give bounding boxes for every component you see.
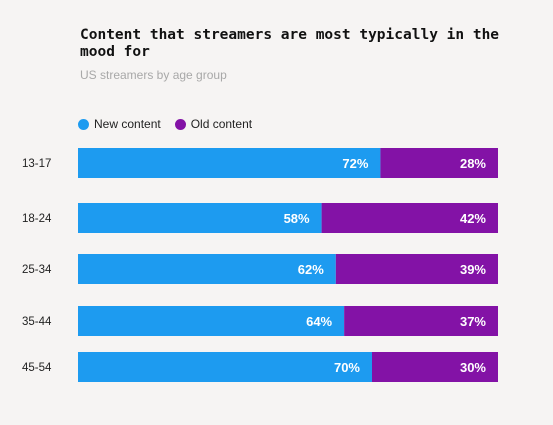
legend-item-new-content: New content <box>78 117 161 131</box>
bar-new-content-13-17 <box>78 148 381 178</box>
data-label-new-content-13-17: 72% <box>342 156 368 171</box>
data-label-new-content-25-34: 62% <box>298 262 324 277</box>
chart-title: Content that streamers are most typicall… <box>80 27 500 60</box>
data-label-old-content-25-34: 39% <box>460 262 486 277</box>
bar-old-content-45-54 <box>372 352 498 382</box>
bar-old-content-25-34 <box>335 254 498 284</box>
data-label-old-content-18-24: 42% <box>460 211 486 226</box>
category-label-45-54: 45-54 <box>22 362 52 374</box>
chart-subtitle: US streamers by age group <box>80 68 227 82</box>
bar-new-content-18-24 <box>78 203 322 233</box>
data-label-new-content-18-24: 58% <box>284 211 310 226</box>
bar-new-content-25-34 <box>78 254 336 284</box>
bar-old-content-18-24 <box>321 203 498 233</box>
data-label-new-content-45-54: 70% <box>334 360 360 375</box>
data-label-old-content-45-54: 30% <box>460 360 486 375</box>
legend-swatch-new-content <box>78 118 89 130</box>
legend-label-old-content: Old content <box>190 117 253 131</box>
bar-new-content-45-54 <box>78 352 372 382</box>
legend-swatch-old-content <box>174 118 186 130</box>
data-label-new-content-35-44: 64% <box>306 314 332 329</box>
data-label-old-content-13-17: 28% <box>460 156 486 171</box>
data-label-old-content-35-44: 37% <box>460 314 486 329</box>
category-label-13-17: 13-17 <box>22 158 51 170</box>
category-label-25-34: 25-34 <box>22 264 52 276</box>
bar-new-content-35-44 <box>78 306 345 336</box>
category-label-18-24: 18-24 <box>22 213 52 225</box>
legend: New content Old content <box>78 117 266 131</box>
legend-label-new-content: New content <box>94 117 161 131</box>
category-label-35-44: 35-44 <box>22 316 52 328</box>
legend-item-old-content: Old content <box>174 117 253 131</box>
bar-old-content-13-17 <box>380 148 498 178</box>
bar-old-content-35-44 <box>344 306 498 336</box>
